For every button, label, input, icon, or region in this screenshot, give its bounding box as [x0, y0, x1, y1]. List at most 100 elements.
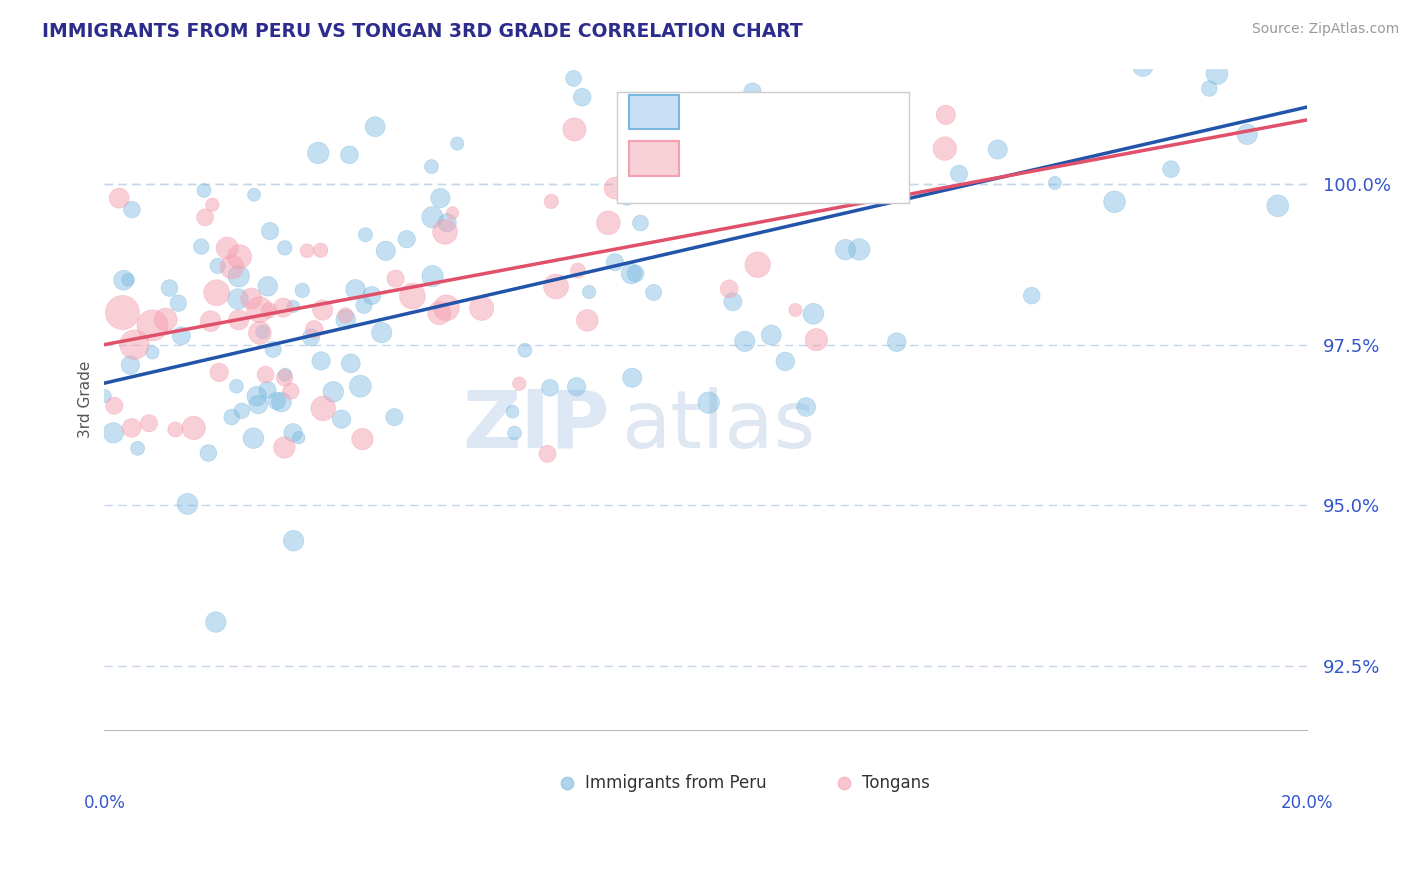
Point	[283, 299, 305, 313]
Point	[536, 447, 558, 461]
Point	[374, 244, 396, 258]
Point	[565, 380, 588, 394]
Point	[621, 370, 644, 384]
Point	[274, 241, 297, 255]
Point	[304, 322, 326, 336]
Point	[429, 191, 451, 205]
Point	[603, 181, 626, 195]
Point	[360, 288, 382, 302]
Point	[249, 302, 271, 317]
Point	[401, 289, 423, 303]
Point	[339, 148, 361, 162]
Point	[138, 416, 160, 430]
Text: Source: ZipAtlas.com: Source: ZipAtlas.com	[1251, 22, 1399, 37]
Point	[201, 198, 224, 212]
Point	[624, 267, 647, 281]
Point	[273, 441, 295, 455]
Point	[384, 271, 406, 285]
Point	[352, 432, 374, 446]
Point	[103, 425, 125, 440]
Point	[734, 334, 756, 349]
Point	[643, 285, 665, 300]
Point	[228, 250, 250, 264]
Point	[503, 426, 526, 441]
Point	[801, 307, 824, 321]
Point	[273, 370, 295, 384]
Point	[395, 232, 418, 246]
Point	[538, 381, 561, 395]
Point	[280, 384, 302, 398]
Point	[578, 285, 600, 299]
Point	[207, 259, 229, 273]
Point	[108, 191, 131, 205]
Point	[761, 328, 783, 343]
Point	[598, 216, 620, 230]
Point	[217, 241, 239, 255]
Point	[436, 301, 458, 315]
Point	[271, 301, 294, 315]
Point	[501, 405, 523, 419]
Point	[193, 183, 215, 197]
Point	[322, 384, 344, 399]
Point	[205, 285, 228, 300]
Point	[603, 255, 626, 269]
Point	[228, 313, 250, 327]
Point	[204, 615, 226, 629]
Point	[141, 318, 163, 333]
Point	[934, 142, 956, 156]
Text: ZIP: ZIP	[463, 386, 609, 465]
Y-axis label: 3rd Grade: 3rd Grade	[79, 360, 93, 438]
Point	[141, 345, 163, 359]
Point	[1198, 81, 1220, 95]
Point	[312, 401, 335, 416]
Point	[1236, 128, 1258, 142]
Point	[948, 167, 970, 181]
Point	[671, 155, 693, 169]
Point	[190, 239, 212, 253]
Point	[111, 305, 134, 319]
FancyBboxPatch shape	[617, 93, 908, 203]
Point	[127, 442, 149, 456]
Point	[935, 108, 957, 122]
Point	[721, 294, 744, 309]
Point	[370, 326, 392, 340]
Point	[834, 243, 856, 257]
Point	[197, 446, 219, 460]
Point	[312, 303, 335, 318]
Point	[364, 120, 387, 134]
Point	[353, 298, 375, 312]
Point	[274, 368, 297, 382]
Point	[735, 176, 758, 190]
Point	[1160, 162, 1182, 177]
Point	[562, 71, 585, 86]
Text: 0.0%: 0.0%	[83, 794, 125, 812]
Point	[194, 211, 217, 225]
Point	[121, 421, 143, 435]
Point	[155, 312, 177, 326]
Text: atlas: atlas	[621, 386, 815, 465]
Point	[987, 143, 1010, 157]
Point	[256, 383, 278, 397]
Point	[307, 146, 329, 161]
Point	[120, 358, 142, 372]
Point	[167, 296, 190, 310]
Point	[94, 389, 117, 403]
Point	[508, 376, 530, 391]
Point	[159, 281, 181, 295]
FancyBboxPatch shape	[628, 95, 679, 129]
Point	[228, 269, 250, 284]
Point	[221, 260, 243, 274]
Point	[103, 399, 125, 413]
Point	[283, 533, 305, 548]
Point	[848, 243, 870, 257]
Point	[1043, 176, 1066, 190]
Point	[226, 292, 249, 306]
Point	[231, 404, 253, 418]
Point	[794, 400, 817, 414]
Point	[540, 194, 562, 209]
Point	[1206, 67, 1229, 81]
FancyBboxPatch shape	[628, 141, 679, 176]
Text: Immigrants from Peru: Immigrants from Peru	[585, 773, 768, 792]
Point	[299, 330, 322, 344]
Text: R = 0.360: R = 0.360	[693, 148, 792, 168]
